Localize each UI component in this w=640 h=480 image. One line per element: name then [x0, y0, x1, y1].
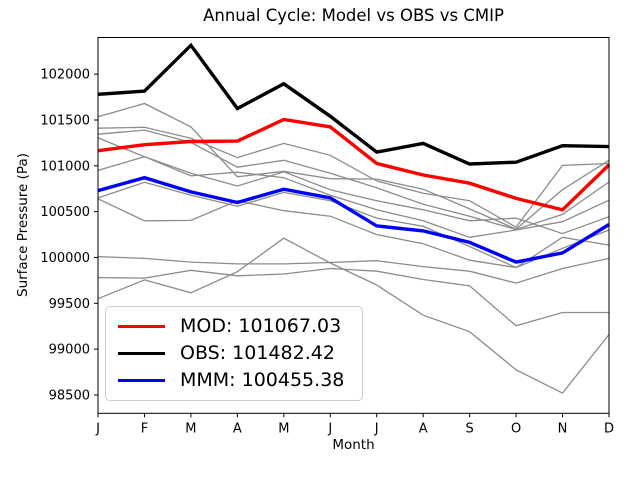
y-tick-label: 101000 — [40, 159, 90, 174]
legend-label-mod: MOD: 101067.03 — [180, 315, 342, 337]
legend-item-mod: MOD: 101067.03 — [118, 317, 350, 336]
legend: MOD: 101067.03 OBS: 101482.42 MMM: 10045… — [105, 306, 363, 401]
y-tick-label: 99500 — [49, 297, 90, 312]
x-tick-label: M — [278, 421, 289, 436]
x-tick-label: O — [511, 421, 521, 436]
y-tick-label: 102000 — [40, 68, 90, 83]
series-line-cmip-1 — [97, 102, 610, 230]
chart-title: Annual Cycle: Model vs OBS vs CMIP — [203, 6, 504, 25]
mod-line-swatch — [118, 324, 165, 329]
y-tick-label: 100000 — [40, 251, 90, 266]
mmm-line-swatch — [118, 378, 165, 383]
axes-frame — [97, 37, 610, 414]
legend-label-mmm: MMM: 100455.38 — [180, 369, 345, 391]
x-tick-label: J — [95, 421, 100, 436]
y-tick-label: 99000 — [49, 343, 90, 358]
x-tick-label: S — [466, 421, 474, 436]
x-tick-label: D — [604, 421, 614, 436]
series-line-cmip-6 — [97, 181, 610, 269]
series-line-cmip-9 — [97, 267, 609, 327]
series-line-obs — [97, 42, 610, 166]
series-line-mod — [97, 117, 611, 212]
x-axis-label: Month — [332, 437, 375, 453]
legend-item-mmm: MMM: 100455.38 — [118, 371, 350, 390]
series-line-cmip-2 — [97, 126, 610, 229]
series-line-cmip-8 — [97, 255, 610, 284]
y-tick-label: 100500 — [40, 205, 90, 220]
x-tick-label: A — [233, 421, 242, 436]
series-line-mmm — [97, 175, 610, 264]
series-line-cmip-5 — [97, 156, 610, 235]
obs-line-swatch — [118, 351, 165, 356]
x-tick-label: J — [374, 421, 379, 436]
x-tick-label: F — [141, 421, 148, 436]
x-tick-label: N — [558, 421, 568, 436]
y-tick-label: 101500 — [40, 113, 90, 128]
legend-item-obs: OBS: 101482.42 — [118, 344, 350, 363]
x-tick-label: J — [327, 421, 332, 436]
y-axis-label: Surface Pressure (Pa) — [15, 153, 31, 297]
series-line-cmip-10 — [97, 237, 610, 394]
x-tick-label: A — [419, 421, 428, 436]
x-tick-label: M — [185, 421, 196, 436]
legend-label-obs: OBS: 101482.42 — [180, 342, 335, 364]
series-line-cmip-4 — [97, 137, 610, 238]
y-tick-label: 98500 — [49, 388, 90, 403]
series-line-cmip-7 — [97, 198, 610, 269]
